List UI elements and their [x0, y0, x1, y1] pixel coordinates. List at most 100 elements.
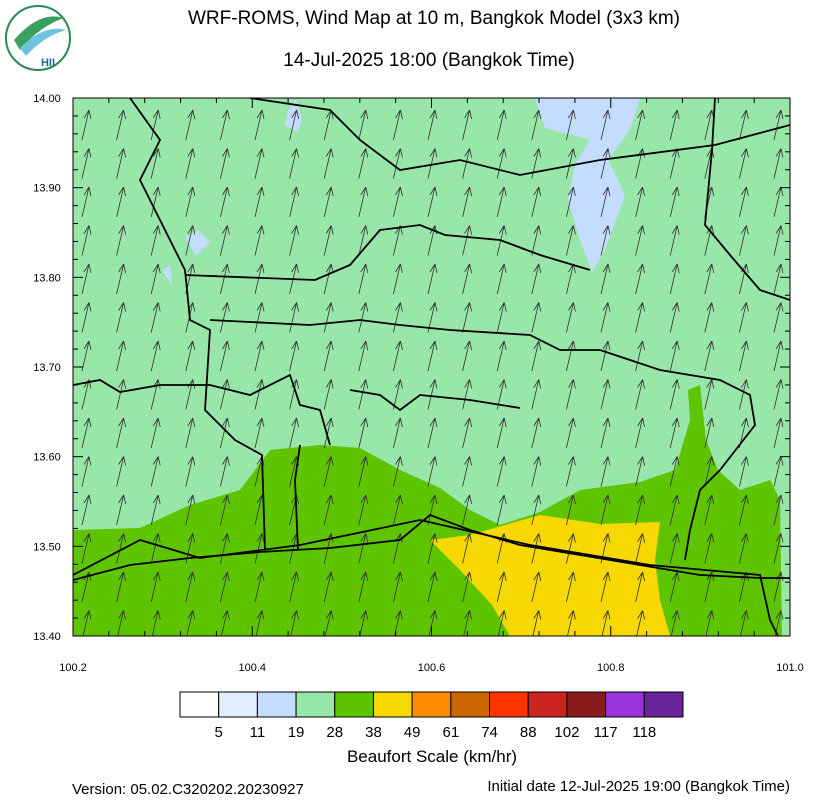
wind-arrow	[600, 148, 611, 179]
wind-arrow	[566, 571, 576, 603]
wind-arrow	[81, 225, 92, 256]
wind-arrow	[531, 225, 542, 256]
wind-arrow	[496, 263, 507, 295]
wind-arrow	[220, 417, 230, 449]
wind-arrow	[185, 571, 196, 603]
wind-arrow	[185, 494, 196, 526]
wind-arrow	[116, 109, 126, 141]
wind-arrow	[393, 379, 403, 410]
colorbar-box	[527, 691, 568, 718]
colorbar-box	[566, 691, 607, 718]
wind-arrow	[289, 109, 299, 141]
wind-arrow	[773, 340, 784, 372]
wind-arrow	[496, 340, 507, 372]
wind-arrow	[150, 263, 161, 295]
y-tick-label: 13.40	[33, 631, 61, 643]
wind-arrow	[704, 456, 715, 487]
y-tick-label: 13.60	[33, 452, 61, 464]
wind-arrow	[220, 379, 230, 410]
wind-arrow	[116, 379, 126, 410]
wind-arrow	[150, 456, 161, 487]
wind-arrow	[323, 456, 334, 487]
colorbar-label: 38	[365, 724, 382, 741]
initial-date: Initial date 12-Jul-2025 19:00 (Bangkok …	[487, 778, 790, 795]
wind-arrow	[566, 494, 576, 526]
wind-arrow	[773, 533, 784, 564]
wind-arrow	[739, 186, 749, 218]
wind-arrow	[773, 109, 784, 141]
colorbar-label: 117	[594, 724, 618, 741]
wind-arrow	[600, 417, 611, 449]
wind-arrow	[427, 571, 438, 603]
wind-arrow	[116, 225, 126, 256]
y-tick-label: 13.50	[33, 541, 61, 553]
x-tick-label: 100.2	[59, 662, 87, 674]
wind-arrow	[185, 225, 196, 256]
wind-arrow	[566, 456, 576, 487]
wind-arrow	[393, 494, 403, 526]
wind-arrow	[393, 263, 403, 295]
wind-arrow	[150, 109, 161, 141]
wind-arrow	[739, 533, 749, 564]
wind-arrow	[462, 456, 472, 487]
wind-arrow	[254, 225, 265, 256]
wind-arrow	[358, 263, 369, 295]
wind-arrow	[81, 148, 92, 179]
wind-arrow	[185, 340, 196, 372]
wind-arrow	[600, 109, 611, 141]
wind-arrow	[462, 109, 472, 141]
wind-arrow	[773, 494, 784, 526]
boundary	[184, 224, 591, 281]
wind-arrow	[358, 340, 369, 372]
wind-arrow	[81, 186, 92, 218]
wind-arrow	[600, 456, 611, 487]
colorbar-box	[450, 691, 491, 718]
wind-arrow	[289, 148, 299, 179]
colorbar-label: 19	[288, 724, 305, 741]
wind-arrow	[669, 340, 680, 372]
wind-arrow	[289, 417, 299, 449]
wind-arrow	[393, 302, 403, 333]
wind-arrow	[323, 494, 334, 526]
wind-arrow	[81, 263, 92, 295]
wind-arrow	[600, 379, 611, 410]
logo-text: HII	[41, 57, 55, 69]
wind-arrow	[773, 186, 784, 218]
wind-arrow	[289, 186, 299, 218]
wind-arrow	[254, 571, 265, 603]
wind-arrow	[773, 302, 784, 333]
wind-arrow	[773, 263, 784, 295]
wind-arrow	[150, 302, 161, 333]
wind-arrow	[531, 571, 542, 603]
wind-arrow	[289, 571, 299, 603]
wind-arrow	[773, 379, 784, 410]
wind-arrow	[81, 340, 92, 372]
wind-arrow	[323, 148, 334, 179]
wind-arrow	[496, 571, 507, 603]
boundary	[129, 98, 266, 551]
colorbar: 5 11 19 28 38 49 61 74 88 102 117 118	[179, 691, 684, 741]
colorbar-box	[295, 691, 336, 718]
wind-arrow	[531, 379, 542, 410]
wind-arrow	[462, 571, 472, 603]
wind-arrow	[220, 148, 230, 179]
boundary	[73, 519, 779, 636]
wind-arrow	[358, 456, 369, 487]
wind-arrow	[81, 456, 92, 487]
wind-arrow	[566, 379, 576, 410]
x-tick-label: 101.0	[776, 662, 804, 674]
wind-arrow	[531, 148, 542, 179]
colorbar-label: 74	[481, 724, 498, 741]
wind-arrow	[427, 456, 438, 487]
wind-arrow	[116, 263, 126, 295]
wind-arrow	[704, 494, 715, 526]
wind-arrow	[185, 417, 196, 449]
wind-arrow	[496, 109, 507, 141]
wind-arrow	[462, 186, 472, 218]
wind-arrow	[185, 148, 196, 179]
wind-arrow	[220, 263, 230, 295]
wind-arrow	[773, 456, 784, 487]
colorbar-box	[489, 691, 529, 718]
wind-arrow	[427, 148, 438, 179]
wind-arrow	[358, 533, 369, 564]
